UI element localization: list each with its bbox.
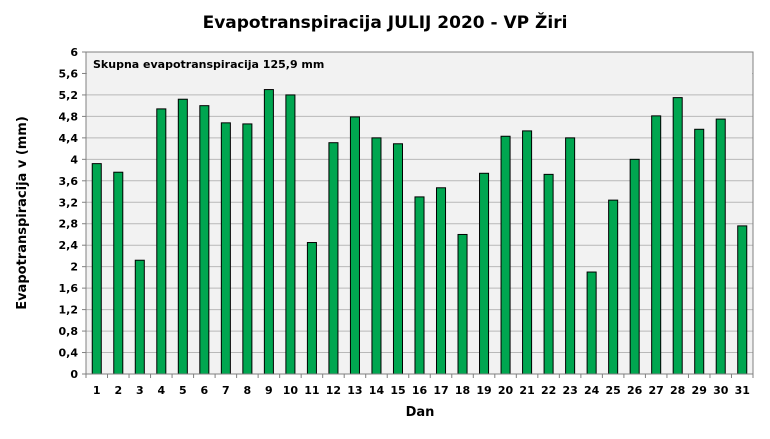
y-tick-label: 5,2 xyxy=(59,89,79,102)
x-tick-label: 31 xyxy=(735,384,750,397)
y-axis-ticks: 0 0,4 0,8 1,2 1,6 2 2,4 2,8 3,2 3,6 4 4,4 4,8 5,2 5,6 6 xyxy=(59,46,86,381)
x-tick-label: 3 xyxy=(136,384,144,397)
x-tick-label: 24 xyxy=(584,384,600,397)
x-tick-label: 17 xyxy=(433,384,448,397)
x-tick-label: 21 xyxy=(519,384,534,397)
bar xyxy=(414,196,425,375)
y-tick-label: 4 xyxy=(70,153,78,166)
chart-title: Evapotranspiracija JULIJ 2020 - VP Žiri xyxy=(203,11,568,33)
bar xyxy=(694,128,705,375)
x-tick-label: 29 xyxy=(692,384,707,397)
x-axis-ticks: 1 2 3 4 5 6 7 8 9 10 11 12 13 14 15 16 17 18 19 20 21 22 23 24 2… xyxy=(85,374,754,397)
x-tick-label: 1 xyxy=(93,384,101,397)
x-tick-label: 15 xyxy=(390,384,405,397)
x-tick-label: 5 xyxy=(179,384,187,397)
bar xyxy=(371,137,382,375)
x-tick-label: 12 xyxy=(326,384,341,397)
y-tick-label: 2,4 xyxy=(59,239,79,252)
annotation-box xyxy=(87,53,752,74)
x-tick-label: 11 xyxy=(304,384,319,397)
x-tick-label: 23 xyxy=(562,384,577,397)
y-tick-label: 3,2 xyxy=(59,196,79,209)
bar xyxy=(134,259,145,375)
y-tick-label: 1,2 xyxy=(59,304,79,317)
bar xyxy=(263,89,274,375)
bar-series xyxy=(91,89,748,375)
bar xyxy=(285,94,296,375)
x-tick-label: 19 xyxy=(476,384,491,397)
bar xyxy=(715,118,726,375)
x-tick-label: 28 xyxy=(670,384,685,397)
x-tick-label: 25 xyxy=(605,384,620,397)
x-axis-title: Dan xyxy=(406,405,435,420)
x-tick-label: 6 xyxy=(201,384,209,397)
x-tick-label: 14 xyxy=(369,384,385,397)
x-tick-label: 2 xyxy=(114,384,122,397)
y-tick-label: 6 xyxy=(70,46,78,59)
x-tick-label: 7 xyxy=(222,384,230,397)
bar xyxy=(199,105,210,375)
bar xyxy=(586,271,597,375)
x-tick-label: 27 xyxy=(649,384,664,397)
plot-border xyxy=(85,51,754,375)
y-tick-label: 0,8 xyxy=(59,325,79,338)
x-tick-label: 30 xyxy=(713,384,729,397)
bar xyxy=(565,137,576,375)
y-tick-label: 3,6 xyxy=(59,175,79,188)
x-tick-label: 8 xyxy=(244,384,252,397)
x-tick-label: 13 xyxy=(347,384,362,397)
x-tick-label: 16 xyxy=(412,384,428,397)
y-tick-label: 2 xyxy=(70,261,78,274)
y-tick-label: 5,6 xyxy=(59,67,79,80)
bar xyxy=(629,158,640,375)
y-axis-title: Evapotranspiracija v (mm) xyxy=(15,116,30,310)
bar xyxy=(543,173,554,375)
bar xyxy=(177,98,188,375)
bar xyxy=(500,135,511,375)
bar xyxy=(392,143,404,375)
x-tick-label: 10 xyxy=(283,384,299,397)
bar xyxy=(113,171,124,375)
y-tick-label: 0 xyxy=(70,368,78,381)
y-tick-label: 1,6 xyxy=(59,282,79,295)
total-annotation: Skupna evapotranspiracija 125,9 mm xyxy=(93,58,324,71)
bar xyxy=(608,199,619,375)
x-tick-label: 9 xyxy=(265,384,273,397)
x-tick-label: 20 xyxy=(498,384,514,397)
bar xyxy=(242,123,253,375)
bar xyxy=(479,172,490,375)
y-tick-label: 4,8 xyxy=(59,110,79,123)
x-tick-label: 4 xyxy=(157,384,165,397)
bar xyxy=(457,233,468,375)
bar xyxy=(91,163,102,375)
x-tick-label: 22 xyxy=(541,384,556,397)
bar xyxy=(156,108,167,375)
bar xyxy=(349,116,360,375)
y-tick-label: 4,4 xyxy=(59,132,79,145)
bar xyxy=(220,122,231,375)
bar xyxy=(306,242,317,375)
x-tick-label: 26 xyxy=(627,384,643,397)
bar xyxy=(737,225,748,375)
bar xyxy=(672,97,683,375)
bar xyxy=(435,187,447,375)
y-tick-label: 0,4 xyxy=(59,347,79,360)
bar xyxy=(522,130,533,375)
bar xyxy=(651,115,662,375)
x-tick-label: 18 xyxy=(455,384,470,397)
bar xyxy=(328,142,339,375)
y-tick-label: 2,8 xyxy=(59,218,79,231)
